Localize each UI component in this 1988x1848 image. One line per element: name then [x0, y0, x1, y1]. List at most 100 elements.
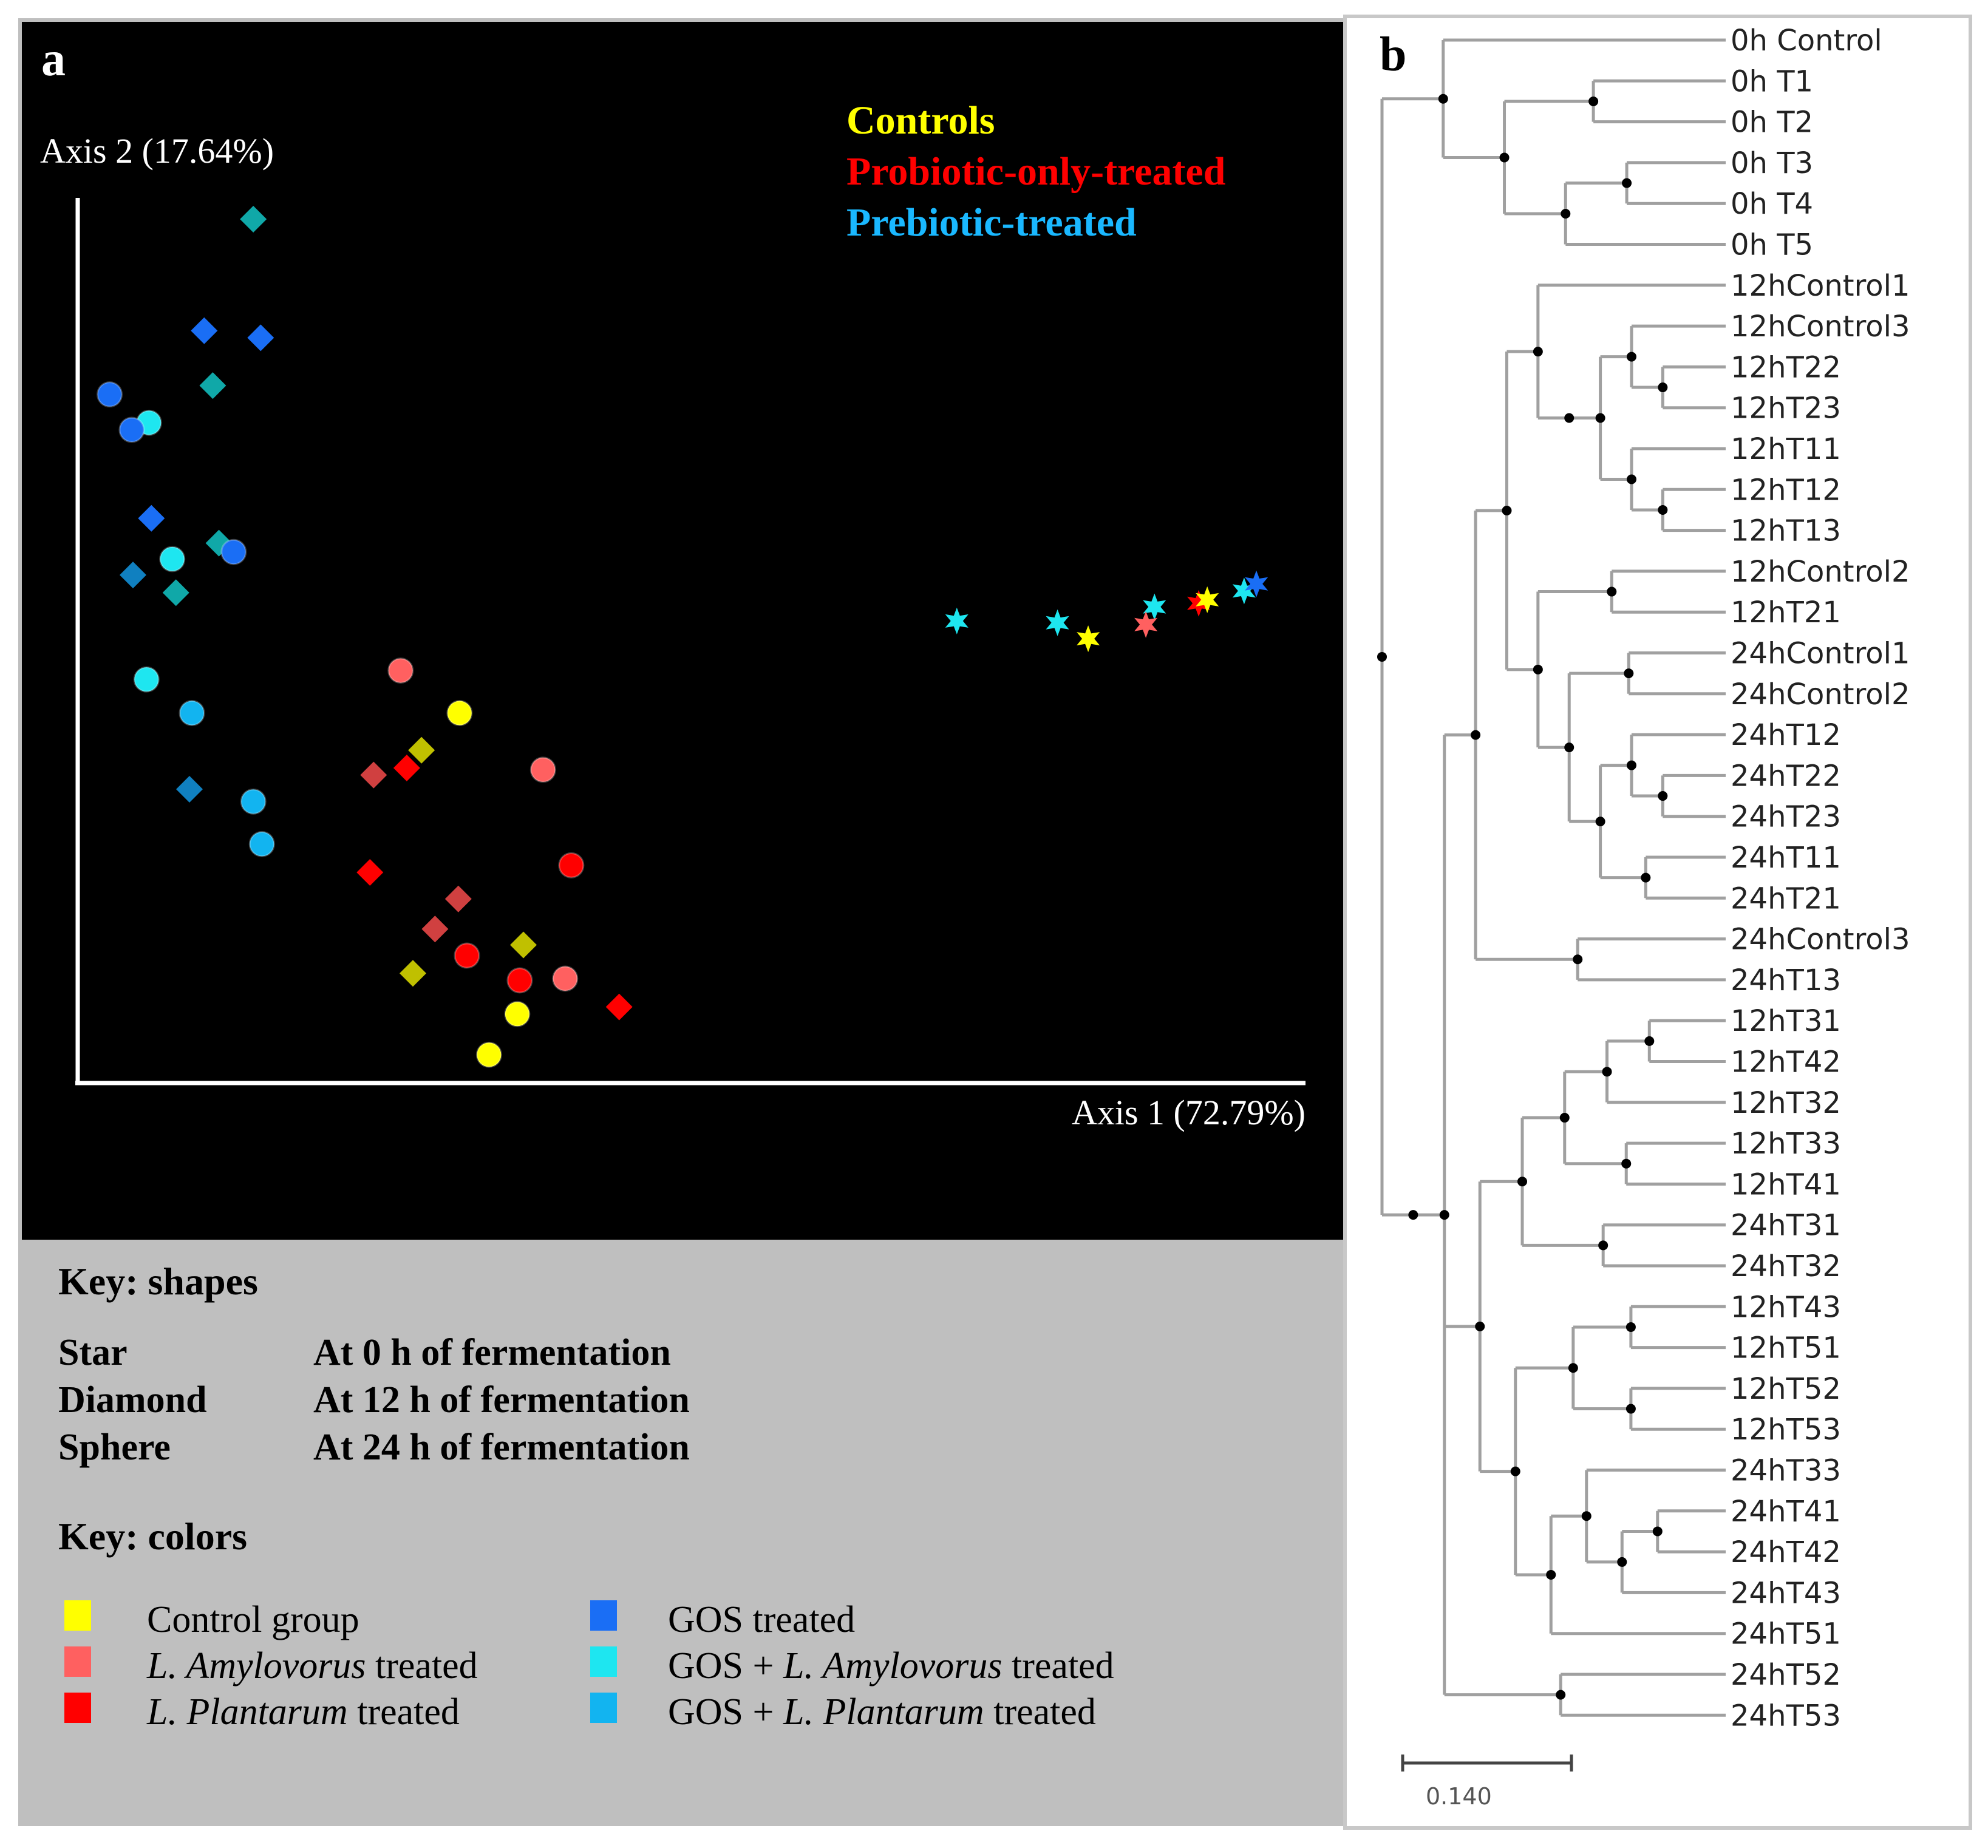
tree-leaf-label: 12hT11	[1731, 432, 1841, 466]
tree-leaf-label: 0h T3	[1731, 146, 1813, 180]
tree-leaf-label: 12hT41	[1731, 1167, 1841, 1201]
tree-node-86	[1559, 1113, 1570, 1123]
tree-leaf-label: 12hControl1	[1731, 269, 1910, 303]
tree-leaf-label: 12hT43	[1731, 1290, 1841, 1324]
tree-leaf-label: 24hT12	[1731, 718, 1841, 752]
tree-leaf-label: 0h Control	[1731, 24, 1882, 58]
tree-node-65	[1533, 664, 1543, 674]
tree-node-37	[1626, 474, 1636, 484]
point-diamond-12	[162, 579, 189, 606]
point-star-39	[1143, 593, 1166, 620]
tree-node-112	[1617, 1557, 1627, 1567]
panel-b-label: b	[1380, 28, 1407, 81]
point-star-40	[1134, 611, 1158, 638]
tree-node-115	[1546, 1569, 1556, 1580]
tree-node-101	[1625, 1404, 1636, 1414]
tree-node-39	[1564, 413, 1574, 423]
swatch-l-plantarum	[64, 1693, 91, 1723]
tree-node-70	[1573, 954, 1583, 965]
tree-leaf-label: 24hT11	[1731, 841, 1841, 875]
x-axis-title: Axis 1 (72.79%)	[1072, 1093, 1305, 1132]
tree-node-30	[1626, 352, 1636, 362]
tree-node-116	[1510, 1466, 1520, 1476]
tree-node-113	[1581, 1511, 1591, 1521]
tree-leaf-label: 24hT51	[1731, 1617, 1841, 1651]
point-star-42	[1196, 586, 1219, 613]
point-sphere-23	[529, 756, 556, 783]
tree-leaf-label: 0h T5	[1731, 228, 1813, 262]
tree-leaf-label: 12hT33	[1731, 1127, 1841, 1161]
key-shape-sphere-desc: At 24 h of fermentation	[313, 1427, 690, 1468]
swatch-gos	[590, 1600, 617, 1631]
tree-node-14	[1499, 152, 1510, 163]
tree-node-79	[1644, 1036, 1655, 1046]
tree-node-36	[1658, 504, 1668, 515]
tree-node-50	[1624, 668, 1634, 679]
tree-leaf-label: 0h T1	[1731, 64, 1813, 98]
tree-leaf-label: 12hT32	[1731, 1086, 1841, 1120]
tree-node-121	[1556, 1690, 1566, 1700]
tree-node-102	[1568, 1363, 1578, 1373]
point-diamond-1	[191, 317, 218, 344]
tree-leaf-label: 12hT12	[1731, 473, 1841, 507]
swatch-l-amylovorus	[64, 1646, 91, 1677]
legend-controls: Controls	[846, 98, 995, 143]
tree-node-97	[1625, 1322, 1636, 1332]
point-sphere-32	[552, 965, 579, 992]
point-sphere-6	[118, 416, 145, 443]
key-color-gos: GOS treated	[668, 1599, 855, 1640]
tree-leaf-label: 12hControl2	[1731, 555, 1910, 589]
tree-leaf-label: 24hControl3	[1731, 923, 1910, 957]
tree-node-38	[1595, 413, 1605, 423]
swatch-gos-l-plantarum	[590, 1693, 617, 1723]
tree-node-13	[1561, 209, 1571, 219]
key-shape-sphere: Sphere	[58, 1427, 171, 1468]
tree-leaf-label: 12hT23	[1731, 392, 1841, 426]
tree-node-91	[1517, 1177, 1528, 1187]
point-diamond-33	[605, 993, 633, 1021]
point-diamond-0	[240, 205, 267, 233]
point-diamond-27	[421, 916, 449, 943]
tree-node-117	[1475, 1321, 1485, 1331]
point-star-43	[1232, 577, 1256, 605]
group-legend: Controls Probiotic-only-treated Prebioti…	[846, 98, 1225, 245]
point-diamond-28	[509, 931, 537, 959]
swatch-gos-l-amylovorus	[590, 1646, 617, 1677]
tree-node-29	[1658, 382, 1668, 393]
tree-node-63	[1595, 817, 1605, 827]
key-colors: Key: colors Control group L. Amylovorus …	[58, 1515, 1114, 1733]
panel-a-label: a	[41, 33, 66, 86]
point-sphere-31	[506, 967, 533, 994]
key-color-gos-l-amylovorus: GOS + L. Amylovorus treated	[668, 1645, 1114, 1687]
point-sphere-10	[159, 546, 186, 572]
tree-leaf-label: 12hT21	[1731, 596, 1841, 630]
tree-leaf-label: 0h T2	[1731, 106, 1813, 140]
tree-leaf-label: 12hT22	[1731, 350, 1841, 384]
key-shapes: Key: shapes Star At 0 h of fermentation …	[58, 1260, 690, 1468]
tree-leaf-label: 12hT53	[1731, 1413, 1841, 1447]
tree-leaf-label: 24hT23	[1731, 800, 1841, 834]
tree-node-124	[1377, 651, 1387, 662]
tree-node-6	[1588, 96, 1599, 106]
point-diamond-26	[444, 885, 472, 912]
tree-leaf-label: 24hT32	[1731, 1249, 1841, 1283]
key-shapes-title: Key: shapes	[58, 1260, 258, 1303]
key-color-gos-l-plantarum: GOS + L. Plantarum treated	[668, 1691, 1096, 1733]
swatch-control	[64, 1600, 91, 1631]
dendrogram: 0h Control 0h T1 0h T2 0h T3 0h T4 0h T5 12hCo…	[1377, 24, 1910, 1733]
key-shape-diamond: Diamond	[58, 1379, 207, 1421]
point-diamond-25	[356, 858, 384, 886]
point-star-44	[1245, 570, 1268, 597]
point-sphere-19	[446, 700, 473, 727]
scale-bar-label: 0.140	[1426, 1783, 1492, 1810]
tree-node-66	[1502, 506, 1512, 516]
tree-node-45	[1607, 586, 1617, 597]
point-sphere-4	[97, 381, 123, 408]
point-sphere-24	[558, 852, 585, 878]
point-sphere-14	[179, 700, 205, 727]
tree-node-71	[1471, 730, 1481, 740]
tree-leaf-label: 12hT42	[1731, 1045, 1841, 1079]
tree-node-123	[1408, 1210, 1418, 1220]
tree-node-11	[1622, 178, 1632, 188]
